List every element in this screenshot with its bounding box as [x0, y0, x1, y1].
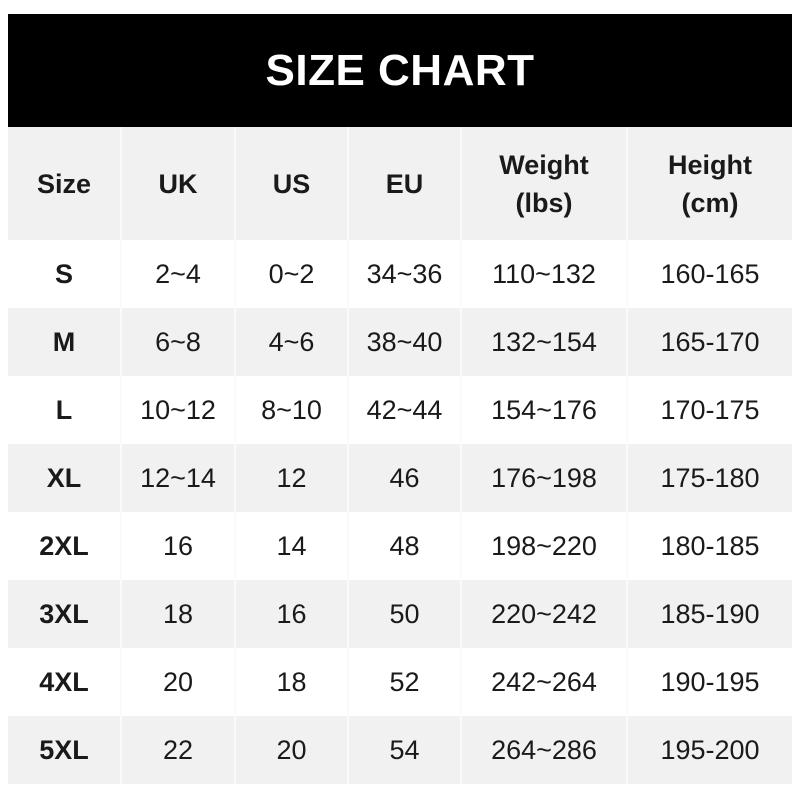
- size-table: Size UK US EU Weight (lbs) Height (cm) S 2~4 0~2 3…: [8, 127, 792, 784]
- table-row: 3XL 18 16 50 220~242 185-190: [8, 580, 792, 648]
- cell-us: 8~10: [234, 376, 348, 444]
- cell-us: 4~6: [234, 308, 348, 376]
- cell-size: 2XL: [39, 530, 89, 561]
- cell-weight: 154~176: [460, 376, 627, 444]
- header-row: Size UK US EU Weight (lbs) Height (cm): [8, 127, 792, 240]
- cell-weight: 198~220: [460, 512, 627, 580]
- cell-us: 18: [234, 648, 348, 716]
- cell-weight: 110~132: [460, 240, 627, 308]
- header-line: Weight: [499, 149, 589, 180]
- cell-height: 180-185: [626, 512, 792, 580]
- cell-size: S: [54, 258, 73, 289]
- column-header-height: Height (cm): [626, 127, 792, 240]
- cell-uk: 12~14: [120, 444, 235, 512]
- cell-us: 20: [234, 716, 348, 784]
- cell-uk: 20: [120, 648, 235, 716]
- column-header-weight: Weight (lbs): [460, 127, 627, 240]
- cell-uk: 2~4: [120, 240, 235, 308]
- cell-eu: 48: [347, 512, 461, 580]
- cell-eu: 34~36: [347, 240, 461, 308]
- table-row: 2XL 16 14 48 198~220 180-185: [8, 512, 792, 580]
- header-line: (lbs): [515, 187, 573, 218]
- cell-us: 14: [234, 512, 348, 580]
- cell-weight: 132~154: [460, 308, 627, 376]
- cell-size: XL: [46, 462, 82, 493]
- cell-us: 12: [234, 444, 348, 512]
- cell-height: 160-165: [626, 240, 792, 308]
- cell-eu: 38~40: [347, 308, 461, 376]
- cell-weight: 242~264: [460, 648, 627, 716]
- table-row: S 2~4 0~2 34~36 110~132 160-165: [8, 240, 792, 308]
- cell-height: 170-175: [626, 376, 792, 444]
- cell-size: 3XL: [39, 598, 89, 629]
- cell-weight: 220~242: [460, 580, 627, 648]
- cell-eu: 42~44: [347, 376, 461, 444]
- cell-eu: 46: [347, 444, 461, 512]
- cell-size: 5XL: [39, 734, 89, 765]
- cell-us: 0~2: [234, 240, 348, 308]
- cell-height: 175-180: [626, 444, 792, 512]
- cell-uk: 16: [120, 512, 235, 580]
- cell-size: L: [55, 394, 73, 425]
- cell-size: M: [52, 326, 76, 357]
- column-header-us: US: [234, 127, 348, 240]
- cell-height: 195-200: [626, 716, 792, 784]
- column-header-size: Size: [8, 127, 121, 240]
- header-line: US: [272, 168, 311, 199]
- column-header-uk: UK: [120, 127, 235, 240]
- cell-uk: 6~8: [120, 308, 235, 376]
- cell-uk: 18: [120, 580, 235, 648]
- table-row: XL 12~14 12 46 176~198 175-180: [8, 444, 792, 512]
- cell-uk: 22: [120, 716, 235, 784]
- cell-us: 16: [234, 580, 348, 648]
- table-row: L 10~12 8~10 42~44 154~176 170-175: [8, 376, 792, 444]
- cell-height: 190-195: [626, 648, 792, 716]
- header-line: Height: [668, 149, 752, 180]
- table-row: 4XL 20 18 52 242~264 190-195: [8, 648, 792, 716]
- chart-title: SIZE CHART: [8, 14, 792, 127]
- size-chart: SIZE CHART Size UK US EU Weight (lbs) Height (c…: [8, 14, 792, 784]
- cell-weight: 176~198: [460, 444, 627, 512]
- cell-uk: 10~12: [120, 376, 235, 444]
- header-line: EU: [385, 168, 424, 199]
- cell-size: 4XL: [39, 666, 89, 697]
- header-line: (cm): [681, 187, 739, 218]
- column-header-eu: EU: [347, 127, 461, 240]
- cell-height: 185-190: [626, 580, 792, 648]
- cell-eu: 54: [347, 716, 461, 784]
- cell-eu: 52: [347, 648, 461, 716]
- cell-weight: 264~286: [460, 716, 627, 784]
- cell-eu: 50: [347, 580, 461, 648]
- header-line: Size: [36, 168, 92, 199]
- header-line: UK: [158, 168, 198, 199]
- table-row: 5XL 22 20 54 264~286 195-200: [8, 716, 792, 784]
- cell-height: 165-170: [626, 308, 792, 376]
- table-row: M 6~8 4~6 38~40 132~154 165-170: [8, 308, 792, 376]
